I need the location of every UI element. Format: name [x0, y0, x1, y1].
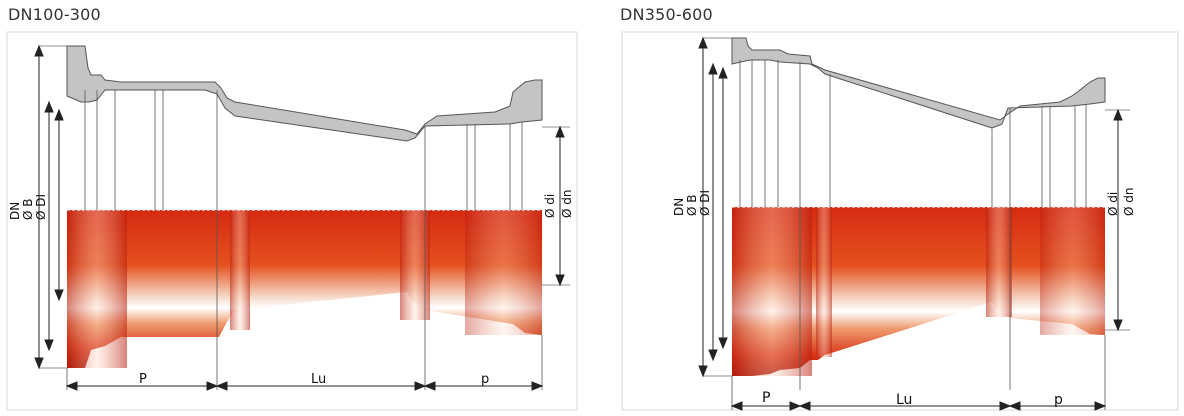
bottom-dimensions: [65, 381, 544, 391]
label-dn-lower: Ø dn: [1122, 188, 1136, 216]
ribbing-left: [67, 210, 127, 368]
label-b: Ø B: [21, 199, 35, 221]
label-di-upper: Ø DI: [34, 194, 48, 220]
label-b: Ø B: [685, 195, 699, 217]
right-dimensions: [542, 125, 570, 287]
diagram-title-right: DN350-600: [620, 5, 713, 24]
right-dimensions: [1105, 108, 1130, 332]
left-dimensions: [34, 44, 67, 370]
label-lu: Lu: [896, 392, 912, 408]
label-di-upper: Ø DI: [698, 190, 712, 216]
ribbing-mid2: [986, 207, 1012, 317]
bottom-dimensions: [730, 401, 1107, 411]
label-p-upper: P: [139, 372, 147, 387]
frame: [621, 31, 1179, 411]
label-di-lower: Ø di: [543, 194, 557, 218]
label-dn-lower: Ø dn: [560, 190, 574, 218]
cross-section: [66, 45, 543, 142]
left-dimensions: [698, 36, 732, 378]
label-dn: DN: [8, 202, 22, 220]
ribbing-mid: [230, 210, 250, 330]
section-lines: [66, 90, 543, 390]
label-p-lower: p: [1054, 392, 1063, 408]
diagram-dn100-300: DN Ø B Ø DI Ø di Ø dn P Lu p: [5, 30, 580, 412]
diagram-dn350-600: DN Ø B Ø DI Ø di Ø dn P Lu p: [620, 30, 1182, 412]
ribbing-mid: [816, 207, 832, 357]
ribbing-left: [732, 207, 812, 376]
frame: [6, 31, 578, 411]
section-lines: [731, 60, 1106, 410]
ribbing-right: [465, 210, 542, 335]
ribbing-mid2: [400, 210, 430, 320]
label-p-upper: P: [762, 390, 770, 406]
cross-section: [731, 37, 1106, 129]
label-lu: Lu: [311, 372, 326, 387]
ribbing-right: [1040, 207, 1105, 335]
label-di-lower: Ø di: [1106, 192, 1120, 216]
label-p-lower: p: [481, 372, 489, 387]
diagram-title-left: DN100-300: [8, 5, 101, 24]
label-dn: DN: [672, 198, 686, 216]
